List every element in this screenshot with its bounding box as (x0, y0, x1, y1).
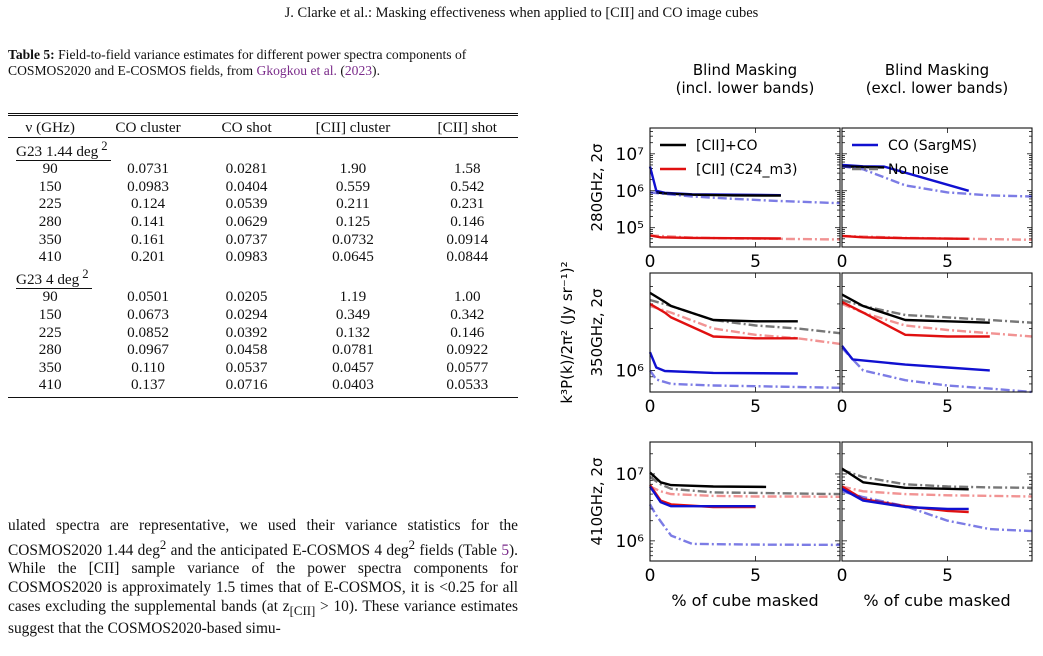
series-line (649, 485, 841, 498)
row-label: 410GHz, 2σ (588, 457, 606, 545)
series-line (841, 300, 990, 338)
table-row: 280 0.0967 0.0458 0.0781 0.0922 (38, 341, 489, 359)
section-label: G23 1.44 deg 2 (8, 137, 518, 161)
table-ref-link[interactable]: 5 (501, 541, 510, 559)
panel-frame (841, 441, 1033, 562)
x-tick-label: 5 (750, 566, 761, 586)
y-tick-label: 10⁶ (616, 182, 645, 202)
x-axis-label: % of cube masked (863, 591, 1010, 610)
column-title: Blind Masking (885, 61, 989, 79)
table-row: 350 0.110 0.0537 0.0457 0.0577 (38, 358, 489, 376)
row-label: 280GHz, 2σ (588, 143, 606, 231)
y-tick-label: 10⁶ (616, 532, 645, 552)
series-line (648, 351, 798, 375)
x-tick-label: 0 (837, 566, 848, 586)
series-line (649, 369, 841, 389)
x-axis-label: % of cube masked (671, 591, 818, 610)
col-header: CO shot (203, 113, 290, 138)
panel-frame (841, 272, 1033, 393)
x-tick-label: 5 (750, 252, 761, 272)
x-tick-label: 0 (837, 397, 848, 417)
table-row: 225 0.124 0.0539 0.211 0.231 (38, 195, 485, 213)
y-tick-label: 10⁶ (616, 361, 645, 381)
panel-frame (841, 127, 1033, 248)
series-line (649, 191, 841, 205)
series-line (841, 485, 1033, 498)
table-row: 225 0.0852 0.0392 0.132 0.146 (38, 323, 485, 341)
series-line (649, 485, 756, 508)
series-line (648, 503, 841, 547)
column-title: (excl. lower bands) (866, 79, 1009, 97)
column-title: Blind Masking (693, 61, 797, 79)
table-section-2: G23 4 deg 2 90 0.0501 0.0205 1.19 1.00 150 0.0… (8, 266, 518, 399)
legend-label: CO (SargMS) (888, 138, 977, 154)
x-tick-label: 5 (942, 252, 953, 272)
series-line (841, 298, 1033, 324)
table-header-row: ν (GHz) CO cluster CO shot [CII] cluster… (8, 113, 518, 138)
table-section-1: G23 1.44 deg 2 90 0.0731 0.0281 1.90 1.58 150… (8, 137, 518, 266)
table-row: 150 0.0983 0.0404 0.559 0.542 (38, 177, 485, 195)
figure-masking: Blind Masking (incl. lower bands) Blind Ma… (540, 55, 1040, 651)
series-line (841, 467, 969, 491)
table-caption: Table 5: Field-to-field variance estimat… (8, 47, 467, 78)
col-header: CO cluster (92, 113, 204, 138)
series-line (841, 345, 990, 372)
series-line (841, 234, 969, 240)
series-line (841, 487, 969, 511)
row-label: 350GHz, 2σ (588, 288, 606, 376)
series-line (841, 347, 1033, 394)
table-row: 350 0.161 0.0737 0.0732 0.0914 (38, 230, 489, 248)
series-line (841, 468, 1033, 489)
col-header: ν (GHz) (8, 113, 93, 138)
caption-text: Field-to-field variance estimates for di… (8, 47, 467, 78)
caption-end: . (376, 63, 380, 78)
column-title: (incl. lower bands) (676, 79, 815, 97)
series-line (649, 302, 798, 340)
series-line (649, 476, 841, 496)
masking-figure-svg: Blind Masking(incl. lower bands)Blind Ma… (558, 61, 1033, 610)
y-axis-label: k³P(k)/2π² (Jy sr⁻¹)² (558, 261, 576, 403)
col-header: [CII] shot (416, 113, 518, 138)
citation-year-link[interactable]: 2023 (344, 63, 373, 78)
panel-frame (649, 127, 841, 248)
series-line (649, 304, 841, 346)
series-line (656, 191, 781, 197)
body-paragraph: ulated spectra are representative, we us… (8, 517, 519, 638)
y-tick-label: 10⁷ (616, 465, 645, 485)
section-label: G23 4 deg 2 (8, 266, 518, 289)
table-row: 280 0.141 0.0629 0.125 0.146 (38, 213, 485, 231)
panel-frame (649, 441, 841, 562)
x-tick-label: 0 (645, 397, 656, 417)
series-line (649, 291, 798, 323)
y-tick-label: 10⁷ (616, 145, 645, 165)
legend-label: [CII] (C24_m3) (696, 162, 797, 178)
y-tick-label: 10⁵ (616, 219, 644, 239)
running-header: J. Clarke et al.: Masking effectiveness … (284, 5, 759, 21)
table-row: 90 0.0731 0.0281 1.90 1.58 (42, 160, 481, 178)
x-tick-label: 5 (750, 397, 761, 417)
x-tick-label: 5 (942, 397, 953, 417)
caption-label: Table 5: (8, 47, 55, 62)
series-line (841, 293, 990, 324)
legend-label: No noise (888, 162, 949, 178)
x-tick-label: 0 (645, 252, 656, 272)
table-row: 410 0.201 0.0983 0.0645 0.0844 (38, 248, 489, 266)
x-tick-label: 0 (645, 566, 656, 586)
legend-label: [CII]+CO (696, 138, 757, 154)
x-tick-label: 0 (837, 252, 848, 272)
x-tick-label: 5 (942, 566, 953, 586)
series-line (649, 471, 767, 489)
series-line (649, 234, 781, 240)
panel-frame (649, 272, 841, 393)
series-line (841, 234, 1033, 241)
table-row: 90 0.0501 0.0205 1.19 1.00 (42, 288, 481, 306)
series-line (841, 490, 1033, 533)
citation-author-link[interactable]: Gkogkou et al. (256, 63, 337, 78)
table-row: 150 0.0673 0.0294 0.349 0.342 (38, 306, 485, 324)
variance-table: ν (GHz) CO cluster CO shot [CII] cluster… (8, 113, 518, 399)
table-row: 410 0.137 0.0716 0.0403 0.0533 (8, 376, 518, 399)
col-header: [CII] cluster (289, 113, 417, 138)
